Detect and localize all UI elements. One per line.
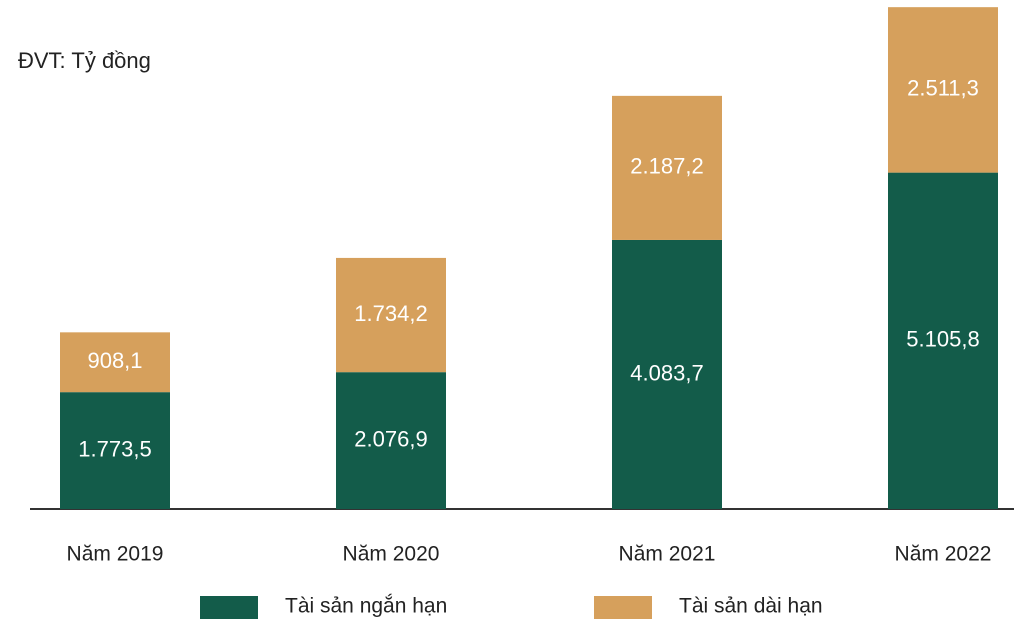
bar-segment bbox=[612, 239, 722, 509]
bar-segment bbox=[612, 95, 722, 240]
x-tick-label: Năm 2019 bbox=[67, 543, 164, 566]
legend-label: Tài sản ngắn hạn bbox=[285, 595, 447, 618]
bar-segment bbox=[336, 372, 446, 509]
legend-swatch bbox=[200, 596, 258, 619]
value-label: 1.773,5 bbox=[78, 436, 151, 461]
bar-segment bbox=[60, 392, 170, 509]
value-label: 1.734,2 bbox=[354, 301, 427, 326]
bar-segment bbox=[888, 172, 998, 509]
bar-segment bbox=[60, 332, 170, 393]
value-label: 2.511,3 bbox=[907, 76, 979, 101]
legend-swatch bbox=[594, 596, 652, 619]
bar-segment bbox=[888, 7, 998, 173]
value-label: 908,1 bbox=[87, 348, 142, 373]
unit-label: ĐVT: Tỷ đồng bbox=[18, 48, 151, 73]
value-label: 2.076,9 bbox=[354, 426, 427, 451]
value-label: 4.083,7 bbox=[630, 360, 703, 385]
legend-label: Tài sản dài hạn bbox=[679, 595, 823, 618]
x-tick-label: Năm 2022 bbox=[895, 543, 992, 566]
x-tick-label: Năm 2020 bbox=[343, 543, 440, 566]
value-label: 2.187,2 bbox=[630, 154, 703, 179]
bar-segment bbox=[336, 257, 446, 373]
value-label: 5.105,8 bbox=[906, 327, 979, 352]
x-tick-label: Năm 2021 bbox=[619, 543, 716, 566]
